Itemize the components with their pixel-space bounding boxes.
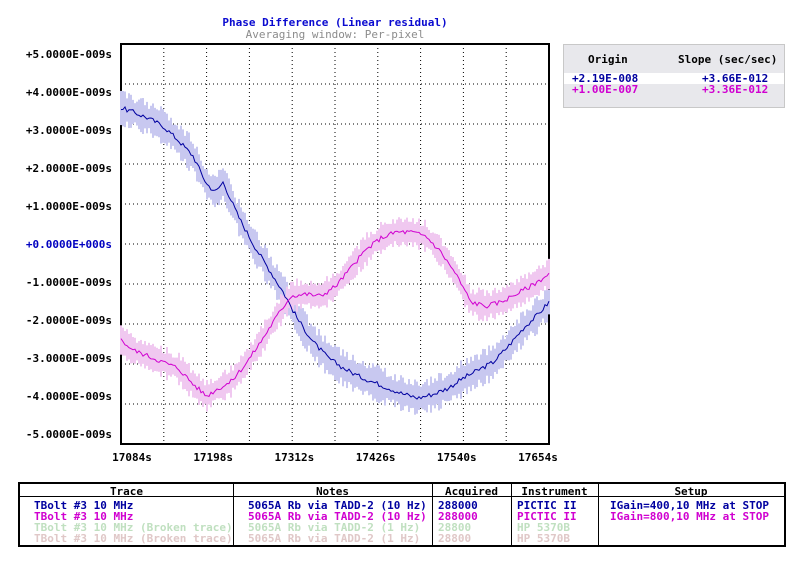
y-tick-label: +5.0000E-009s [26, 48, 112, 61]
acquired-cell: 288000 [438, 499, 478, 512]
series-line-2 [120, 230, 550, 398]
x-tick-labels: 17084s 17198s 17312s 17426s 17540s 17654s [112, 451, 558, 464]
instrument-cell: HP 5370B [517, 532, 570, 545]
acquired-cell: 28800 [438, 532, 472, 545]
y-tick-label: -5.0000E-009s [26, 428, 112, 441]
y-tick-label: -1.0000E-009s [26, 276, 112, 289]
acquired-header: Acquired [445, 485, 498, 498]
instrument-cell: HP 5370B [517, 521, 570, 534]
origin-value: +1.00E-007 [572, 83, 639, 96]
x-tick-label: 17540s [437, 451, 477, 464]
x-tick-label: 17426s [356, 451, 396, 464]
acquired-cell: 28800 [438, 521, 472, 534]
notes-cell: 5065A Rb via TADD-2 (10 Hz) [248, 499, 427, 512]
trace-table: Trace Notes Acquired Instrument Setup TB… [18, 482, 786, 547]
y-tick-label: +1.0000E-009s [26, 200, 112, 213]
origin-value: +2.19E-008 [572, 72, 639, 85]
chart-title: Phase Difference (Linear residual) [222, 16, 448, 29]
setup-cell: IGain=800,10 MHz at STOP [610, 510, 769, 523]
y-tick-label: +4.0000E-009s [26, 86, 112, 99]
notes-cell: 5065A Rb via TADD-2 (1 Hz) [248, 532, 421, 545]
acquired-cell: 288000 [438, 510, 478, 523]
y-tick-label: +2.0000E-009s [26, 162, 112, 175]
setup-header: Setup [674, 485, 708, 498]
regression-panel: Origin Slope (sec/sec) +2.19E-008 +3.66E… [563, 44, 785, 108]
y-tick-label: +0.0000E+000s [26, 238, 112, 251]
trace-cell: TBolt #3 10 MHz [34, 510, 134, 523]
trace-cell: TBolt #3 10 MHz (Broken trace) [34, 532, 233, 545]
origin-header: Origin [588, 53, 628, 66]
notes-header: Notes [315, 485, 350, 498]
slope-value: +3.36E-012 [702, 83, 769, 96]
setup-cell: IGain=400,10 MHz at STOP [610, 499, 769, 512]
slope-header: Slope (sec/sec) [678, 53, 778, 66]
instrument-cell: PICTIC II [517, 499, 577, 512]
y-tick-labels: +5.0000E-009s +4.0000E-009s +3.0000E-009s +… [26, 48, 112, 441]
x-tick-label: 17312s [275, 451, 315, 464]
y-tick-label: -2.0000E-009s [26, 314, 112, 327]
instrument-cell: PICTIC II [517, 510, 577, 523]
slope-value: +3.66E-012 [702, 72, 769, 85]
notes-cell: 5065A Rb via TADD-2 (1 Hz) [248, 521, 421, 534]
y-tick-label: +3.0000E-009s [26, 124, 112, 137]
notes-cell: 5065A Rb via TADD-2 (10 Hz) [248, 510, 427, 523]
phase-difference-chart: +5.0000E-009s +4.0000E-009s +3.0000E-009s +… [26, 43, 558, 464]
x-tick-label: 17198s [193, 451, 233, 464]
series-lines [120, 106, 550, 400]
trace-header: Trace [109, 485, 144, 498]
y-tick-label: -4.0000E-009s [26, 390, 112, 403]
y-tick-label: -3.0000E-009s [26, 352, 112, 365]
chart-subtitle: Averaging window: Per-pixel [245, 28, 425, 41]
instrument-header: Instrument [521, 485, 588, 498]
regression-row: +2.19E-008 +3.66E-012 [564, 72, 784, 85]
series-line-1 [120, 106, 550, 400]
regression-row: +1.00E-007 +3.36E-012 [564, 83, 784, 96]
trace-cell: TBolt #3 10 MHz [34, 499, 134, 512]
x-tick-label: 17084s [112, 451, 152, 464]
x-tick-label: 17654s [518, 451, 558, 464]
trace-cell: TBolt #3 10 MHz (Broken trace) [34, 521, 233, 534]
